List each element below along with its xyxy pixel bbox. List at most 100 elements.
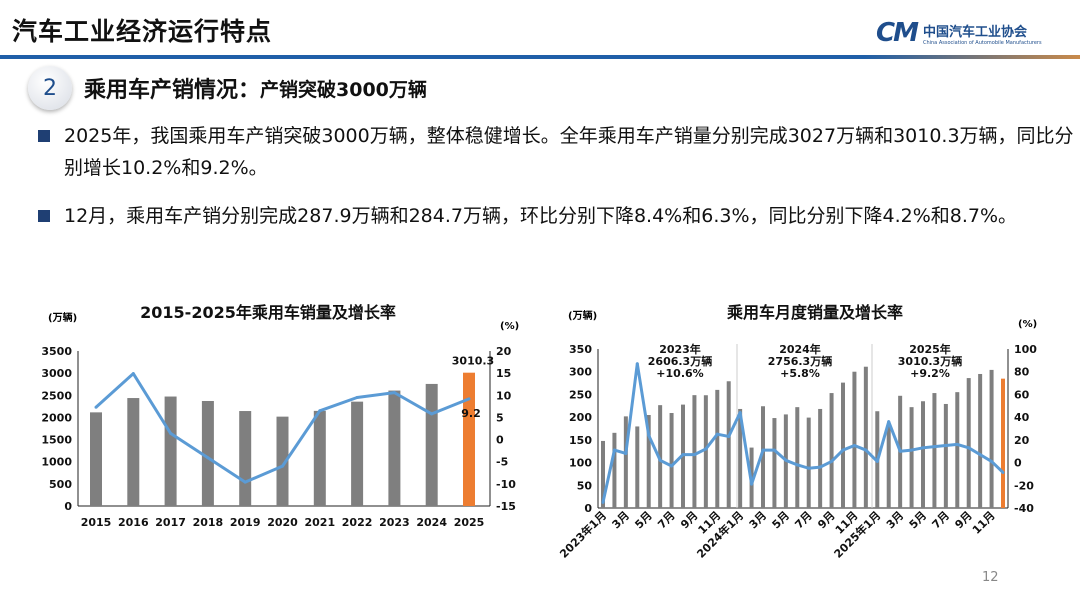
y2-tick-label: 40	[1014, 411, 1030, 424]
bar	[658, 405, 663, 508]
y2-tick-label: -20	[1014, 479, 1034, 492]
growth-point	[601, 500, 605, 504]
caam-logo: CM 中国汽车工业协会 China Association of Automob…	[876, 18, 1042, 48]
bar	[164, 396, 177, 506]
section-subtitle: 产销突破3000万辆	[260, 78, 427, 101]
y-tick-label: 50	[577, 479, 593, 492]
growth-point	[243, 480, 247, 484]
growth-point	[990, 459, 994, 463]
bar	[806, 417, 811, 508]
page-number: 12	[982, 570, 999, 585]
growth-point	[727, 434, 731, 438]
growth-point	[647, 433, 651, 437]
growth-point	[955, 442, 959, 446]
growth-point	[738, 411, 742, 415]
y-tick-label: 100	[569, 457, 592, 470]
growth-point	[944, 444, 948, 448]
y2-tick-label: -5	[496, 456, 508, 469]
bar	[313, 410, 326, 506]
x-tick-label: 2020	[267, 516, 298, 529]
bar	[601, 440, 605, 508]
bullet-text: 2025年，我国乘用车产销突破3000万辆，整体稳健增长。全年乘用车产销量分别完…	[64, 125, 1074, 179]
bar	[669, 413, 674, 508]
annotation-growth: +5.8%	[780, 367, 820, 380]
growth-point	[670, 464, 674, 468]
growth-point	[715, 432, 719, 436]
growth-point	[635, 362, 639, 366]
growth-point	[841, 448, 845, 452]
growth-point	[681, 453, 685, 457]
y2-tick-label: 0	[496, 434, 504, 447]
growth-point	[692, 453, 696, 457]
y2-tick-label: 20	[1014, 434, 1030, 447]
bar	[1001, 378, 1005, 508]
growth-point	[467, 397, 471, 401]
growth-point	[921, 446, 925, 450]
y2-tick-label: -40	[1014, 502, 1034, 515]
bar	[829, 393, 834, 508]
x-tick-label: 5月	[632, 509, 654, 531]
growth-line	[601, 362, 1005, 503]
growth-point	[281, 464, 284, 468]
y2-tick-label: 20	[496, 345, 512, 358]
bullet-square-icon	[38, 210, 50, 222]
bar	[726, 381, 731, 508]
bar	[795, 407, 800, 508]
bar	[715, 389, 720, 508]
bar	[955, 392, 960, 508]
logo-mark-icon: CM	[876, 18, 919, 48]
bar	[612, 432, 617, 508]
y-tick-label: 300	[569, 366, 592, 379]
annotation-growth: +9.2%	[910, 367, 950, 380]
bar	[989, 369, 994, 508]
chart-title: 2015-2025年乘用车销量及增长率	[140, 303, 396, 322]
annotation-total: 2756.3万辆	[768, 354, 832, 368]
y-tick-label: 200	[569, 411, 592, 424]
bar	[886, 425, 891, 508]
growth-point	[830, 459, 834, 463]
y2-tick-label: -15	[496, 500, 516, 513]
bar	[703, 395, 708, 508]
bullet-square-icon	[38, 130, 50, 142]
x-tick-label: 2016	[118, 516, 149, 529]
y-tick-label: 150	[569, 434, 592, 447]
y2-tick-label: 100	[1014, 343, 1037, 356]
y-axis-label: (万辆)	[48, 311, 77, 324]
growth-point	[430, 412, 434, 416]
growth-point	[206, 456, 210, 460]
y2-tick-label: 80	[1014, 366, 1030, 379]
growth-point	[898, 449, 902, 453]
x-tick-label: 2023年1月	[557, 508, 610, 561]
x-tick-label: 5月	[770, 509, 792, 531]
bar	[818, 408, 823, 508]
bar	[852, 371, 857, 508]
bar	[863, 366, 868, 508]
growth-point	[795, 463, 799, 467]
growth-point	[864, 448, 868, 452]
y-tick-label: 2000	[41, 411, 72, 424]
annotation-total: 2606.3万辆	[648, 354, 712, 368]
y2-axis-label: (%)	[500, 321, 519, 332]
x-tick-label: 2017	[155, 516, 186, 529]
growth-point	[750, 482, 754, 486]
growth-point	[761, 448, 765, 452]
y2-tick-label: 5	[496, 411, 504, 424]
y2-tick-label: 0	[1014, 457, 1022, 470]
bar	[90, 412, 102, 506]
x-tick-label: 7月	[655, 509, 677, 531]
growth-point	[1001, 470, 1005, 474]
growth-point	[910, 448, 914, 452]
bar	[966, 378, 971, 508]
y2-tick-label: 15	[496, 367, 511, 380]
growth-point	[355, 396, 359, 399]
y2-tick-label: -10	[496, 478, 516, 491]
bar	[943, 403, 948, 508]
slide-header-title: 汽车工业经济运行特点	[12, 17, 273, 46]
x-tick-label: 2018	[193, 516, 224, 529]
x-tick-label: 7月	[930, 509, 952, 531]
bar	[738, 408, 743, 508]
x-tick-label: 2021	[304, 516, 335, 529]
growth-point	[94, 405, 98, 409]
growth-point	[784, 458, 788, 462]
